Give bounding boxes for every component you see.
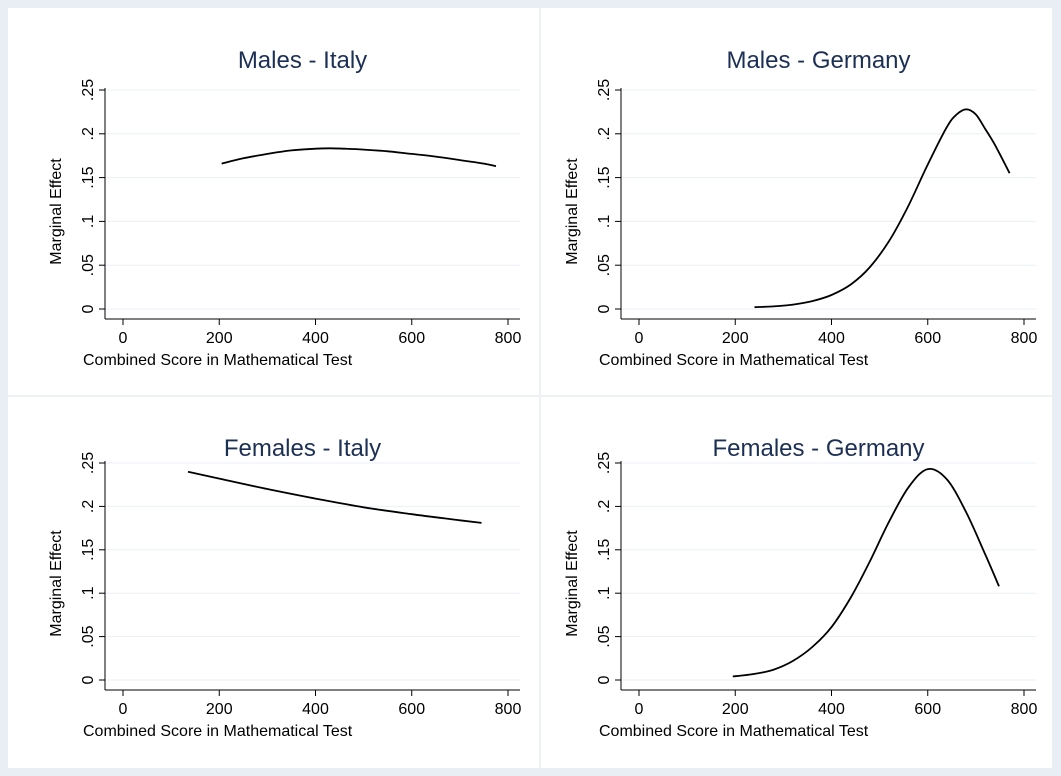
y-tick-label: .05 — [80, 625, 97, 647]
y-axis-label: Marginal Effect — [564, 530, 581, 637]
x-axis-label: Combined Score in Mathematical Test — [83, 352, 353, 369]
y-tick-label: .15 — [596, 166, 613, 188]
x-tick-label: 600 — [398, 701, 425, 718]
series-line — [732, 467, 1000, 678]
x-tick-label: 400 — [302, 330, 329, 347]
chart-panel-2: Males - Germany 0 .05 .1 .15 .2 .25 0 200 400 600 8… — [564, 47, 1037, 369]
y-tick-label: .1 — [596, 586, 613, 599]
y-axis-label: Marginal Effect — [48, 530, 65, 637]
y-tick-label: .1 — [596, 215, 613, 228]
y-tick-label: .15 — [80, 539, 97, 561]
panel-title: Males - Germany — [726, 47, 910, 74]
x-tick-label: 0 — [119, 330, 128, 347]
y-tick-label: .05 — [80, 254, 97, 276]
x-tick-label: 800 — [1011, 701, 1038, 718]
series-line — [221, 147, 497, 168]
x-tick-label: 200 — [722, 330, 749, 347]
y-tick-label: .1 — [80, 215, 97, 228]
x-tick-label: 600 — [914, 701, 941, 718]
chart-panel-4: Females - Germany 0 .05 .1 .15 .2 .25 0 200 400 60… — [564, 435, 1037, 740]
x-axis-label: Combined Score in Mathematical Test — [83, 723, 353, 740]
y-tick-label: .05 — [596, 625, 613, 647]
chart-panel-1: Males - Italy 0 .05 .1 .15 .2 .25 0 200 400 600 800… — [48, 47, 521, 369]
x-tick-label: 400 — [818, 330, 845, 347]
x-axis-label: Combined Score in Mathematical Test — [599, 352, 869, 369]
chart-panel-3: Females - Italy 0 .05 .1 .15 .2 .25 0 200 400 600 8… — [48, 435, 521, 740]
y-tick-label: .1 — [80, 586, 97, 599]
figure-background — [8, 8, 1052, 768]
y-tick-label: .25 — [596, 452, 613, 474]
x-tick-label: 800 — [495, 701, 522, 718]
x-tick-label: 200 — [206, 701, 233, 718]
y-tick-label: 0 — [80, 675, 97, 684]
x-tick-label: 200 — [206, 330, 233, 347]
y-tick-label: .2 — [80, 127, 97, 140]
y-axis-label: Marginal Effect — [48, 158, 65, 265]
panel-title: Females - Italy — [224, 435, 381, 462]
x-tick-label: 600 — [398, 330, 425, 347]
y-tick-label: 0 — [80, 304, 97, 313]
y-tick-label: .2 — [596, 127, 613, 140]
x-tick-label: 600 — [914, 330, 941, 347]
panel-title: Females - Germany — [712, 435, 924, 462]
y-tick-label: .25 — [80, 452, 97, 474]
y-tick-label: .15 — [596, 539, 613, 561]
chart-svg: Males - Italy 0 .05 .1 .15 .2 .25 0 200 400 600 800… — [8, 8, 1052, 768]
y-tick-label: .15 — [80, 166, 97, 188]
x-tick-label: 0 — [119, 701, 128, 718]
panel-title: Males - Italy — [238, 47, 367, 74]
y-tick-label: .2 — [596, 500, 613, 513]
x-tick-label: 400 — [818, 701, 845, 718]
x-tick-label: 800 — [495, 330, 522, 347]
y-tick-label: 0 — [596, 675, 613, 684]
x-tick-label: 0 — [635, 330, 644, 347]
y-tick-label: 0 — [596, 304, 613, 313]
y-tick-label: .25 — [596, 79, 613, 101]
chart-figure: Males - Italy 0 .05 .1 .15 .2 .25 0 200 400 600 800… — [8, 8, 1052, 768]
y-tick-label: .2 — [80, 500, 97, 513]
x-tick-label: 200 — [722, 701, 749, 718]
series-line — [754, 108, 1011, 309]
x-tick-label: 0 — [635, 701, 644, 718]
x-tick-label: 800 — [1011, 330, 1038, 347]
y-tick-label: .05 — [596, 254, 613, 276]
y-tick-label: .25 — [80, 79, 97, 101]
y-axis-label: Marginal Effect — [564, 158, 581, 265]
series-line — [187, 470, 482, 524]
x-tick-label: 400 — [302, 701, 329, 718]
x-axis-label: Combined Score in Mathematical Test — [599, 723, 869, 740]
